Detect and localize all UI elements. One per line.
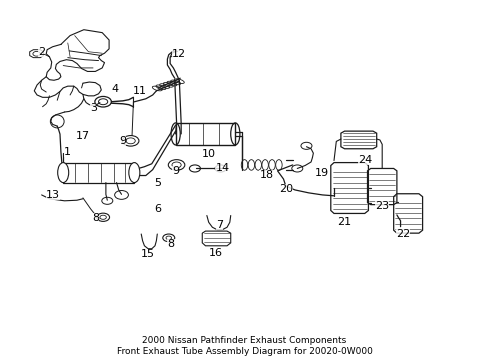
Text: 1: 1: [64, 147, 71, 157]
Text: 13: 13: [45, 190, 60, 200]
Text: 23: 23: [374, 201, 388, 211]
Ellipse shape: [58, 163, 68, 183]
Text: 21: 21: [337, 217, 351, 227]
Text: 3: 3: [90, 103, 97, 113]
Ellipse shape: [122, 135, 139, 146]
Ellipse shape: [128, 163, 140, 183]
Text: 7: 7: [215, 220, 223, 230]
Text: 8: 8: [92, 213, 99, 223]
Text: 2: 2: [38, 47, 45, 57]
Text: 9: 9: [172, 166, 179, 176]
Text: 2000 Nissan Pathfinder Exhaust Components
Front Exhaust Tube Assembly Diagram fo: 2000 Nissan Pathfinder Exhaust Component…: [116, 336, 372, 356]
Text: 19: 19: [314, 168, 328, 178]
Text: 9: 9: [119, 136, 126, 147]
Text: 6: 6: [153, 204, 161, 214]
Text: 5: 5: [153, 177, 161, 188]
Text: 20: 20: [278, 184, 292, 194]
Text: 24: 24: [357, 155, 371, 165]
Text: 15: 15: [141, 249, 155, 259]
Text: 10: 10: [201, 149, 215, 159]
Text: 16: 16: [208, 248, 223, 257]
Text: 8: 8: [167, 239, 174, 249]
Ellipse shape: [168, 159, 184, 170]
Text: 12: 12: [172, 49, 186, 59]
Text: 4: 4: [111, 84, 119, 94]
Text: 22: 22: [395, 229, 409, 239]
Text: 18: 18: [259, 170, 273, 180]
Text: 11: 11: [133, 86, 146, 96]
Text: 17: 17: [76, 131, 90, 141]
Text: 14: 14: [215, 163, 229, 174]
